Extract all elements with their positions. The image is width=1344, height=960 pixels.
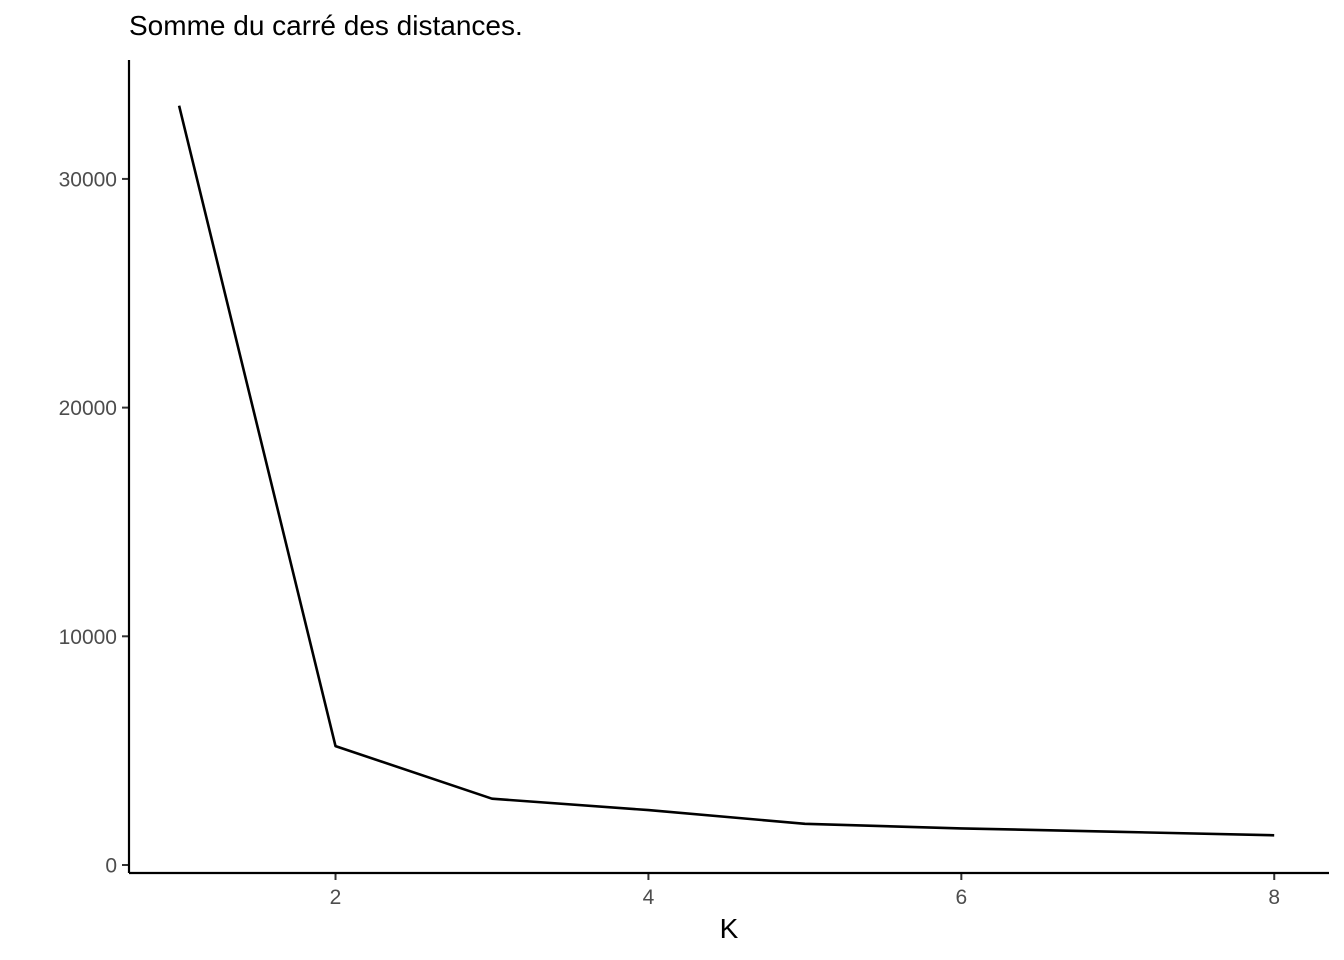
y-axis-ticks: 0 10000 20000 30000 [59, 168, 129, 877]
x-tick-label: 2 [330, 886, 342, 909]
x-tick-label: 4 [643, 886, 655, 909]
y-tick-label: 0 [105, 854, 117, 877]
x-axis-title: K [720, 913, 739, 944]
x-tick-label: 8 [1268, 886, 1280, 909]
x-tick-label: 6 [955, 886, 967, 909]
series-line [177, 105, 1275, 837]
y-tick-label: 20000 [59, 397, 117, 420]
y-tick-label: 30000 [59, 168, 117, 191]
y-tick-label: 10000 [59, 626, 117, 649]
x-axis-ticks: 2 4 6 8 [330, 873, 1280, 909]
chart-title: Somme du carré des distances. [129, 10, 523, 41]
